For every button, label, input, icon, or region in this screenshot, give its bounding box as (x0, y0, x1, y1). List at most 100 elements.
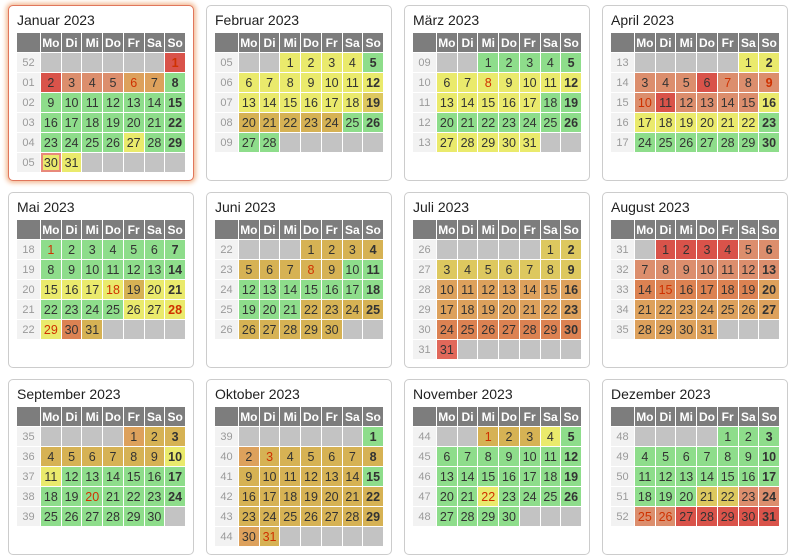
day-cell[interactable]: 13 (143, 259, 166, 280)
day-cell[interactable]: 4 (456, 259, 479, 280)
day-cell[interactable]: 17 (518, 92, 541, 113)
day-cell[interactable]: 9 (675, 259, 698, 280)
day-cell[interactable]: 13 (436, 466, 458, 487)
day-cell[interactable]: 29 (716, 506, 739, 527)
day-cell[interactable]: 1 (716, 426, 739, 447)
day-cell[interactable]: 31 (60, 152, 83, 173)
day-cell[interactable]: 29 (164, 132, 186, 153)
day-cell[interactable]: 6 (675, 446, 698, 467)
day-cell[interactable]: 16 (60, 279, 83, 300)
day-cell[interactable]: 18 (634, 486, 656, 507)
day-cell[interactable]: 15 (477, 466, 500, 487)
day-cell[interactable]: 5 (102, 72, 124, 93)
day-cell[interactable]: 4 (279, 446, 302, 467)
day-cell[interactable]: 14 (341, 466, 364, 487)
day-cell[interactable]: 5 (560, 426, 582, 447)
day-cell[interactable]: 20 (258, 299, 281, 320)
day-cell[interactable]: 26 (654, 506, 677, 527)
day-cell[interactable]: 9 (60, 259, 83, 280)
day-cell[interactable]: 19 (737, 279, 760, 300)
day-cell[interactable]: 30 (60, 319, 83, 340)
day-cell[interactable]: 1 (737, 52, 760, 73)
day-cell[interactable]: 28 (456, 506, 479, 527)
day-cell[interactable]: 5 (122, 239, 145, 260)
day-cell[interactable]: 25 (456, 319, 479, 340)
day-cell[interactable]: 2 (238, 446, 260, 467)
day-cell[interactable]: 6 (320, 446, 343, 467)
day-cell[interactable]: 7 (634, 259, 656, 280)
day-cell[interactable]: 27 (320, 506, 343, 527)
day-cell[interactable]: 10 (518, 446, 541, 467)
day-cell[interactable]: 10 (436, 279, 458, 300)
day-cell[interactable]: 18 (341, 92, 364, 113)
day-cell[interactable]: 27 (696, 132, 718, 153)
day-cell[interactable]: 6 (238, 72, 260, 93)
day-cell[interactable]: 24 (634, 132, 656, 153)
day-cell[interactable]: 5 (238, 259, 260, 280)
day-cell[interactable]: 11 (456, 279, 479, 300)
day-cell[interactable]: 30 (758, 132, 780, 153)
day-cell[interactable]: 24 (258, 506, 281, 527)
day-cell[interactable]: 6 (758, 239, 780, 260)
day-cell[interactable]: 29 (477, 132, 500, 153)
day-cell[interactable]: 11 (81, 92, 104, 113)
day-cell[interactable]: 1 (654, 239, 677, 260)
day-cell[interactable]: 9 (560, 259, 582, 280)
day-cell[interactable]: 23 (238, 506, 260, 527)
day-cell[interactable]: 4 (539, 426, 562, 447)
day-cell[interactable]: 24 (60, 132, 83, 153)
day-cell[interactable]: 15 (737, 92, 760, 113)
day-cell[interactable]: 2 (498, 426, 520, 447)
day-cell[interactable]: 7 (102, 446, 124, 467)
day-cell[interactable]: 4 (539, 52, 562, 73)
day-cell[interactable]: 26 (560, 112, 582, 133)
day-cell[interactable]: 12 (362, 72, 384, 93)
day-cell[interactable]: 19 (560, 466, 582, 487)
day-cell[interactable]: 22 (279, 112, 302, 133)
day-cell[interactable]: 30 (238, 526, 260, 547)
day-cell[interactable]: 17 (696, 279, 718, 300)
day-cell[interactable]: 4 (362, 239, 384, 260)
day-cell[interactable]: 2 (40, 72, 62, 93)
day-cell[interactable]: 23 (675, 299, 698, 320)
day-cell[interactable]: 26 (122, 299, 145, 320)
day-cell[interactable]: 16 (498, 92, 520, 113)
day-cell[interactable]: 25 (654, 132, 677, 153)
day-cell[interactable]: 17 (518, 466, 541, 487)
day-cell[interactable]: 15 (654, 279, 677, 300)
day-cell[interactable]: 19 (238, 299, 260, 320)
day-cell[interactable]: 5 (477, 259, 500, 280)
day-cell[interactable]: 26 (737, 299, 760, 320)
day-cell[interactable]: 27 (675, 506, 698, 527)
day-cell[interactable]: 28 (456, 132, 479, 153)
day-cell[interactable]: 10 (758, 446, 780, 467)
day-cell[interactable]: 2 (300, 52, 322, 73)
day-cell[interactable]: 20 (122, 112, 145, 133)
day-cell[interactable]: 20 (436, 112, 458, 133)
day-cell[interactable]: 2 (320, 239, 343, 260)
day-cell[interactable]: 8 (716, 446, 739, 467)
day-cell[interactable]: 31 (758, 506, 780, 527)
day-cell[interactable]: 17 (320, 92, 343, 113)
day-cell[interactable]: 12 (102, 92, 124, 113)
day-cell[interactable]: 15 (362, 466, 384, 487)
day-cell[interactable]: 3 (758, 426, 780, 447)
day-cell[interactable]: 10 (81, 259, 104, 280)
day-cell[interactable]: 11 (654, 92, 677, 113)
day-cell[interactable]: 21 (341, 486, 364, 507)
day-cell[interactable]: 25 (102, 299, 124, 320)
day-cell[interactable]: 7 (143, 72, 166, 93)
day-cell[interactable]: 7 (518, 259, 541, 280)
day-cell[interactable]: 17 (634, 112, 656, 133)
day-cell[interactable]: 2 (498, 52, 520, 73)
day-cell[interactable]: 31 (436, 339, 458, 360)
day-cell[interactable]: 3 (164, 426, 186, 447)
day-cell[interactable]: 15 (122, 466, 145, 487)
day-cell[interactable]: 21 (634, 299, 656, 320)
day-cell[interactable]: 22 (362, 486, 384, 507)
day-cell[interactable]: 19 (675, 112, 698, 133)
day-cell[interactable]: 10 (634, 92, 656, 113)
day-cell[interactable]: 26 (102, 132, 124, 153)
day-cell[interactable]: 3 (634, 72, 656, 93)
day-cell[interactable]: 30 (498, 132, 520, 153)
